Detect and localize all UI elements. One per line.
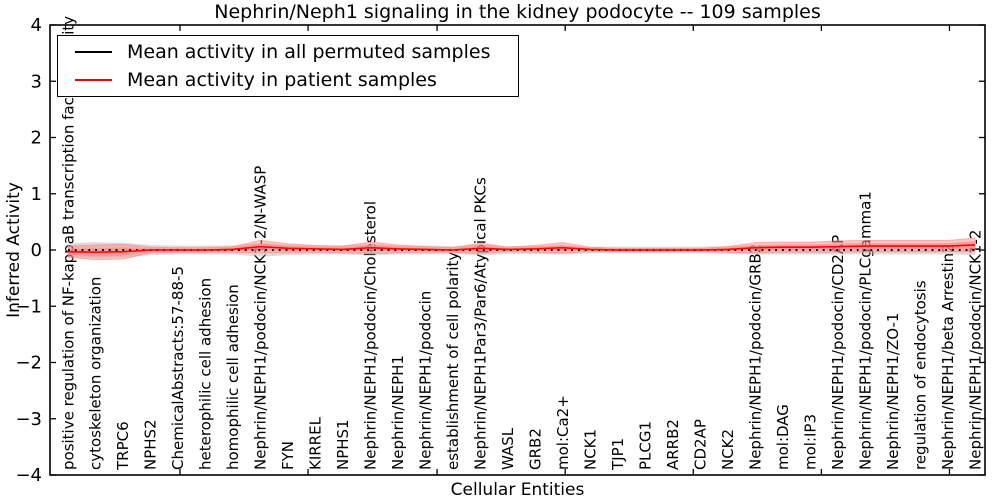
category-label: TJP1 [609, 438, 627, 471]
y-tick-label: 2 [31, 128, 42, 149]
category-label: Nephrin/NEPH1/beta Arrestin2 [939, 243, 957, 470]
category-label: Nephrin/NEPH1 [389, 355, 407, 470]
category-label: NPHS1 [334, 419, 352, 470]
category-label: NCK1 [581, 429, 599, 470]
category-label: ChemicalAbstracts:57-88-5 [169, 266, 187, 470]
y-tick-label: 0 [31, 240, 42, 261]
legend-entry-patient: Mean activity in patient samples [58, 69, 518, 91]
category-label: FYN [279, 441, 297, 470]
category-label: cytoskeleton organization [87, 277, 105, 470]
legend-entry-permuted: Mean activity in all permuted samples [58, 41, 518, 63]
patient-line-sample-icon [75, 78, 112, 81]
y-tick-label: 4 [31, 15, 42, 36]
category-label: Nephrin/NEPH1/podocin/CD2AP [829, 235, 847, 470]
y-tick-label: 3 [31, 71, 42, 92]
legend: Mean activity in all permuted samples Me… [57, 35, 519, 97]
legend-label: Mean activity in all permuted samples [127, 41, 491, 64]
category-label: NCK2 [719, 429, 737, 470]
category-label: CD2AP [691, 419, 709, 470]
category-label: Nephrin/NEPH1Par3/Par6/Atypical PKCs [472, 177, 490, 470]
y-tick-label: −2 [15, 353, 42, 374]
category-label: mol:IP3 [801, 414, 819, 470]
y-tick-label: −1 [15, 296, 42, 317]
category-label: ARRB2 [664, 419, 682, 470]
category-label: homophilic cell adhesion [224, 284, 242, 470]
category-label: Nephrin/NEPH1/podocin/NCK1-2 [966, 230, 984, 470]
y-tick-label: −4 [15, 465, 42, 486]
category-label: Nephrin/NEPH1/podocin/PLCgamma1 [856, 191, 874, 470]
category-label: Nephrin/NEPH1/podocin/Cholesterol [362, 201, 380, 470]
category-label: WASL [499, 427, 517, 470]
category-label: TRPC6 [114, 421, 132, 471]
category-label: Nephrin/NEPH1/ZO-1 [884, 313, 902, 470]
category-label: Nephrin/NEPH1/podocin [417, 291, 435, 470]
category-label: heterophilic cell adhesion [197, 278, 215, 470]
category-label: PLCG1 [636, 421, 654, 470]
category-label: KIRREL [307, 416, 325, 470]
category-label: Nephrin/NEPH1/podocin/NCK1-2/N-WASP [252, 166, 270, 470]
legend-label: Mean activity in patient samples [127, 68, 437, 91]
y-axis-label: Inferred Activity [4, 182, 24, 318]
category-label: mol:DAG [774, 404, 792, 470]
category-label: establishment of cell polarity [444, 252, 462, 470]
category-label: NPHS2 [142, 419, 160, 470]
y-tick-label: 1 [31, 184, 42, 205]
category-label: positive regulation of NF-kappaB transcr… [59, 16, 77, 470]
permuted-line-sample-icon [75, 51, 112, 54]
category-label: Nephrin/NEPH1/podocin/GRB2 [746, 244, 764, 470]
category-label: regulation of endocytosis [911, 280, 929, 470]
y-tick-label: −3 [15, 409, 42, 430]
category-label: GRB2 [526, 428, 544, 470]
patient-mean-line [67, 244, 976, 254]
x-axis-label: Cellular Entities [450, 480, 585, 500]
category-label: mol:Ca2+ [554, 395, 572, 470]
chart-title: Nephrin/Neph1 signaling in the kidney po… [214, 1, 821, 23]
